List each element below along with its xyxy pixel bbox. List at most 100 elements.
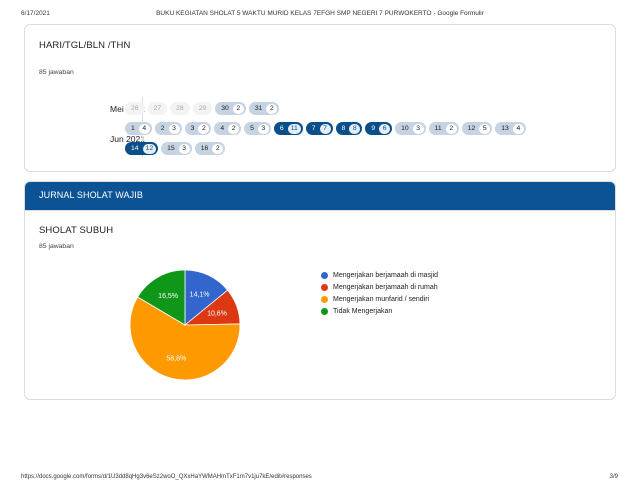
date-chip-day: 2 [160, 125, 165, 132]
print-url: https://docs.google.com/forms/d/1U3dd8qH… [21, 474, 312, 480]
date-chip-count: 2 [232, 103, 244, 114]
print-date: 6/17/2021 [21, 10, 50, 17]
date-chip-13: 13 4 [495, 122, 526, 135]
date-chip-count: 2 [445, 123, 457, 134]
legend-label: Tidak Mengerjakan [333, 307, 393, 315]
date-chip-day: 15 [167, 145, 175, 152]
date-chip-day: 7 [311, 125, 316, 132]
pie-slice-3 [137, 269, 186, 326]
date-chip-day: 1 [131, 125, 135, 132]
legend-label: Mengerjakan munfarid / sendiri [333, 295, 430, 303]
pie-slice-2 [129, 296, 241, 381]
calendar-row-mei: 26 27 28 29 30 2 31 2 [125, 102, 280, 115]
print-title: BUKU KEGIATAN SHOLAT 5 WAKTU MURID KELAS… [156, 10, 484, 17]
legend-item-2: Mengerjakan munfarid / sendiri [321, 293, 438, 305]
date-chip-day: 27 [153, 105, 162, 112]
print-header: 6/17/2021 BUKU KEGIATAN SHOLAT 5 WAKTU M… [0, 10, 640, 20]
date-chip-16: 16 2 [194, 142, 226, 155]
legend-dot-icon [321, 295, 328, 303]
date-chip-day: 31 [254, 105, 263, 112]
legend-item-3: Tidak Mengerjakan [321, 305, 438, 317]
response-count: 85 jawaban [39, 69, 74, 76]
date-chip-count: 8 [349, 123, 361, 134]
legend-label: Mengerjakan berjamaah di rumah [333, 283, 438, 291]
date-chip-day: 26 [131, 105, 139, 112]
question-title: HARI/TGL/BLN /THN [39, 40, 131, 51]
calendar-row-jun-2: 14 12 15 3 16 2 [125, 142, 226, 155]
date-chip-count: 4 [138, 123, 150, 134]
date-chip-count: 2 [212, 143, 224, 154]
calendar-row-jun-1: 1 4 2 3 3 2 4 2 5 3 6 11 7 7 8 8 9 6 10 3 11 2 12 5 13 4 [125, 122, 526, 135]
date-chip-12: 12 5 [461, 122, 493, 135]
date-chip-count: 2 [198, 123, 210, 134]
date-chip-day: 16 [200, 145, 209, 152]
date-chip-27: 27 [147, 102, 168, 115]
date-chip-count: 3 [168, 123, 180, 134]
response-count-subuh: 85 jawaban [39, 243, 74, 250]
pie-label-1: 10,6% [207, 311, 227, 318]
date-chip-count: 2 [266, 103, 278, 114]
pie-label-3: 16,5% [158, 293, 178, 300]
date-chip-6: 6 11 [273, 122, 303, 135]
pie-chart: 14,1% 10,6% 58,8% 16,5% [129, 269, 241, 381]
print-footer: https://docs.google.com/forms/d/1U3dd8qH… [0, 474, 640, 484]
date-chip-15: 15 3 [161, 142, 192, 155]
date-chip-count: 3 [178, 143, 190, 154]
date-chip-count: 4 [512, 123, 524, 134]
date-chip-day: 28 [176, 105, 184, 112]
pie-label-2: 58,8% [166, 355, 186, 362]
date-chip-day: 6 [279, 125, 284, 132]
legend-item-0: Mengerjakan berjamaah di masjid [321, 269, 438, 281]
date-chip-day: 3 [190, 125, 195, 132]
legend-dot-icon [321, 271, 328, 279]
date-chip-30: 30 2 [215, 102, 246, 115]
pie-label-0: 14,1% [190, 292, 210, 299]
page-number: 3/9 [609, 474, 618, 480]
legend-label: Mengerjakan berjamaah di masjid [333, 271, 439, 279]
date-chip-day: 8 [341, 125, 346, 132]
question-card-subuh: SHOLAT SUBUH 85 jawaban 14,1% 10,6% 58,8% 1… [25, 210, 615, 399]
date-chip-11: 11 2 [428, 122, 459, 135]
date-chip-count: 12 [142, 143, 157, 154]
date-chip-count: 11 [287, 123, 301, 134]
date-chip-day: 9 [371, 125, 376, 132]
date-chip-count: 3 [412, 123, 424, 134]
month-label-jun: Jun 2021 [110, 134, 145, 144]
date-chip-day: 13 [501, 125, 509, 132]
legend-dot-icon [321, 307, 328, 315]
date-chip-count: 3 [257, 123, 269, 134]
date-chip-day: 5 [250, 125, 254, 132]
date-chip-day: 12 [467, 125, 476, 132]
date-chip-26: 26 [125, 102, 145, 115]
date-chip-day: 30 [221, 105, 229, 112]
section-title: JURNAL SHOLAT WAJIB [25, 182, 615, 210]
question-card-date: HARI/TGL/BLN /THN 85 jawaban Mei 2021 Ju… [24, 24, 616, 172]
question-title-subuh: SHOLAT SUBUH [39, 225, 114, 236]
date-chip-10: 10 3 [395, 122, 426, 135]
date-chip-day: 14 [131, 145, 139, 152]
date-chip-count: 5 [479, 123, 491, 134]
legend-dot-icon [321, 283, 328, 291]
date-chip-count: 2 [228, 123, 240, 134]
legend-item-1: Mengerjakan berjamaah di rumah [321, 281, 438, 293]
date-chip-28: 28 [170, 102, 190, 115]
date-chip-day: 11 [434, 125, 442, 132]
date-chip-day: 4 [220, 125, 225, 132]
date-chip-31: 31 2 [248, 102, 280, 115]
date-chip-29: 29 [192, 102, 213, 115]
section-card: JURNAL SHOLAT WAJIB SHOLAT SUBUH 85 jawa… [24, 181, 616, 400]
chart-legend: Mengerjakan berjamaah di masjid Mengerjak… [321, 269, 438, 317]
date-chip-14: 14 12 [125, 142, 159, 155]
date-chip-count: 7 [319, 123, 331, 134]
date-chip-count: 6 [379, 123, 391, 134]
date-chip-day: 10 [401, 125, 409, 132]
date-chip-day: 29 [198, 105, 207, 112]
